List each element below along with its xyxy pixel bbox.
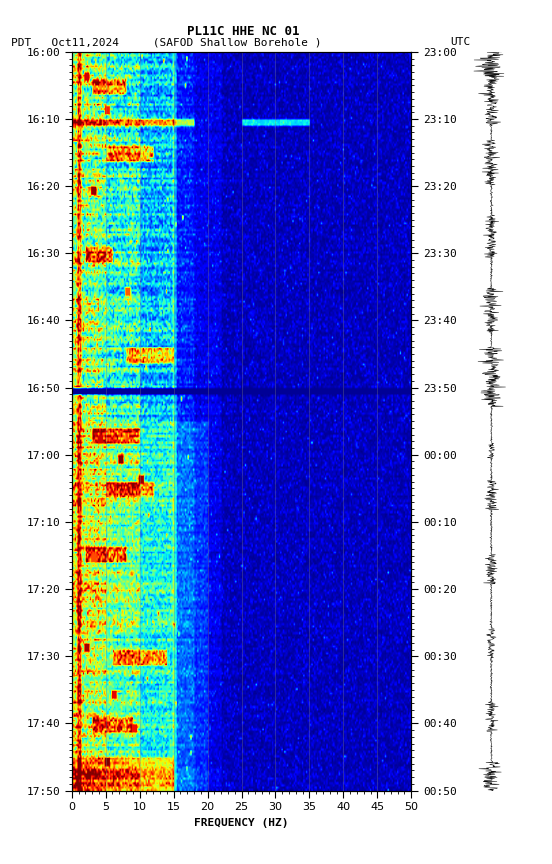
Text: PL11C HHE NC 01: PL11C HHE NC 01	[187, 25, 299, 39]
X-axis label: FREQUENCY (HZ): FREQUENCY (HZ)	[194, 818, 289, 828]
Text: UTC: UTC	[450, 37, 470, 48]
Text: PDT   Oct11,2024     (SAFOD Shallow Borehole ): PDT Oct11,2024 (SAFOD Shallow Borehole )	[11, 37, 321, 48]
